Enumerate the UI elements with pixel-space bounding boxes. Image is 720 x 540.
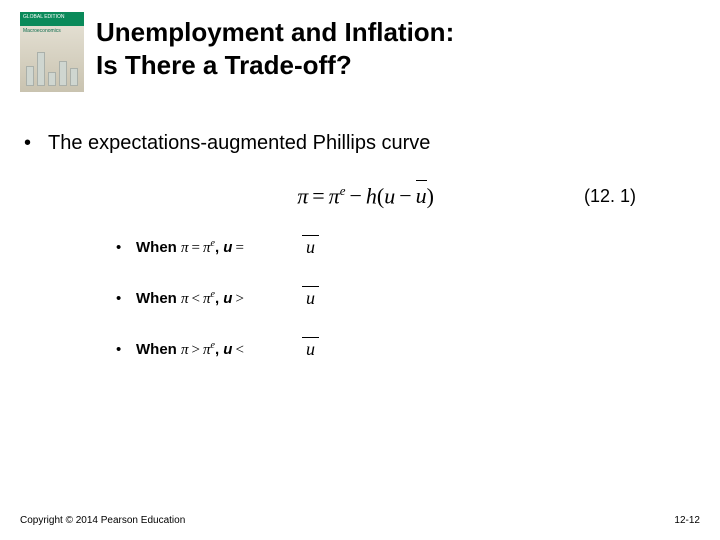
- case-bullet: • When π>πe, u< u: [116, 339, 696, 360]
- bullet-level1: • The expectations-augmented Phillips cu…: [24, 132, 696, 155]
- equation-number: (12. 1): [584, 186, 636, 207]
- case-condition: When π=πe, u=: [136, 238, 306, 257]
- bullet-dot-icon: •: [24, 132, 48, 155]
- case-condition: When π<πe, u>: [136, 289, 306, 308]
- title-line-1: Unemployment and Inflation:: [96, 17, 454, 47]
- cover-bar: [48, 72, 56, 86]
- slide: GLOBAL EDITION Macroeconomics Unemployme…: [0, 0, 720, 540]
- book-cover-bars: [26, 50, 78, 86]
- page-number: 12-12: [674, 515, 700, 526]
- cover-bar: [26, 66, 34, 86]
- slide-title: Unemployment and Inflation: Is There a T…: [96, 12, 454, 81]
- title-line-2: Is There a Trade-off?: [96, 50, 352, 80]
- u-bar: u: [306, 339, 315, 360]
- book-cover-thumbnail: GLOBAL EDITION Macroeconomics: [20, 12, 84, 92]
- slide-header: GLOBAL EDITION Macroeconomics Unemployme…: [20, 12, 700, 92]
- slide-body: • The expectations-augmented Phillips cu…: [20, 112, 700, 360]
- copyright-footer: Copyright © 2014 Pearson Education: [20, 515, 185, 526]
- bullet-text: The expectations-augmented Phillips curv…: [48, 132, 430, 155]
- cover-bar: [59, 61, 67, 86]
- case-bullet: • When π=πe, u= u: [116, 237, 696, 258]
- book-title: Macroeconomics: [23, 28, 61, 34]
- book-edition-band: GLOBAL EDITION: [20, 12, 84, 26]
- sub-bullet-list: • When π=πe, u= u • When π<πe, u> u • Wh…: [24, 237, 696, 360]
- bullet-dot-icon: •: [116, 239, 136, 256]
- case-condition: When π>πe, u<: [136, 340, 306, 359]
- phillips-equation: π=πe−h(u−u): [297, 183, 434, 209]
- bullet-dot-icon: •: [116, 341, 136, 358]
- u-bar: u: [306, 288, 315, 309]
- cover-bar: [70, 68, 78, 86]
- u-bar: u: [306, 237, 315, 258]
- bullet-dot-icon: •: [116, 290, 136, 307]
- equation-row: π=πe−h(u−u) (12. 1): [24, 183, 696, 209]
- case-bullet: • When π<πe, u> u: [116, 288, 696, 309]
- cover-bar: [37, 52, 45, 86]
